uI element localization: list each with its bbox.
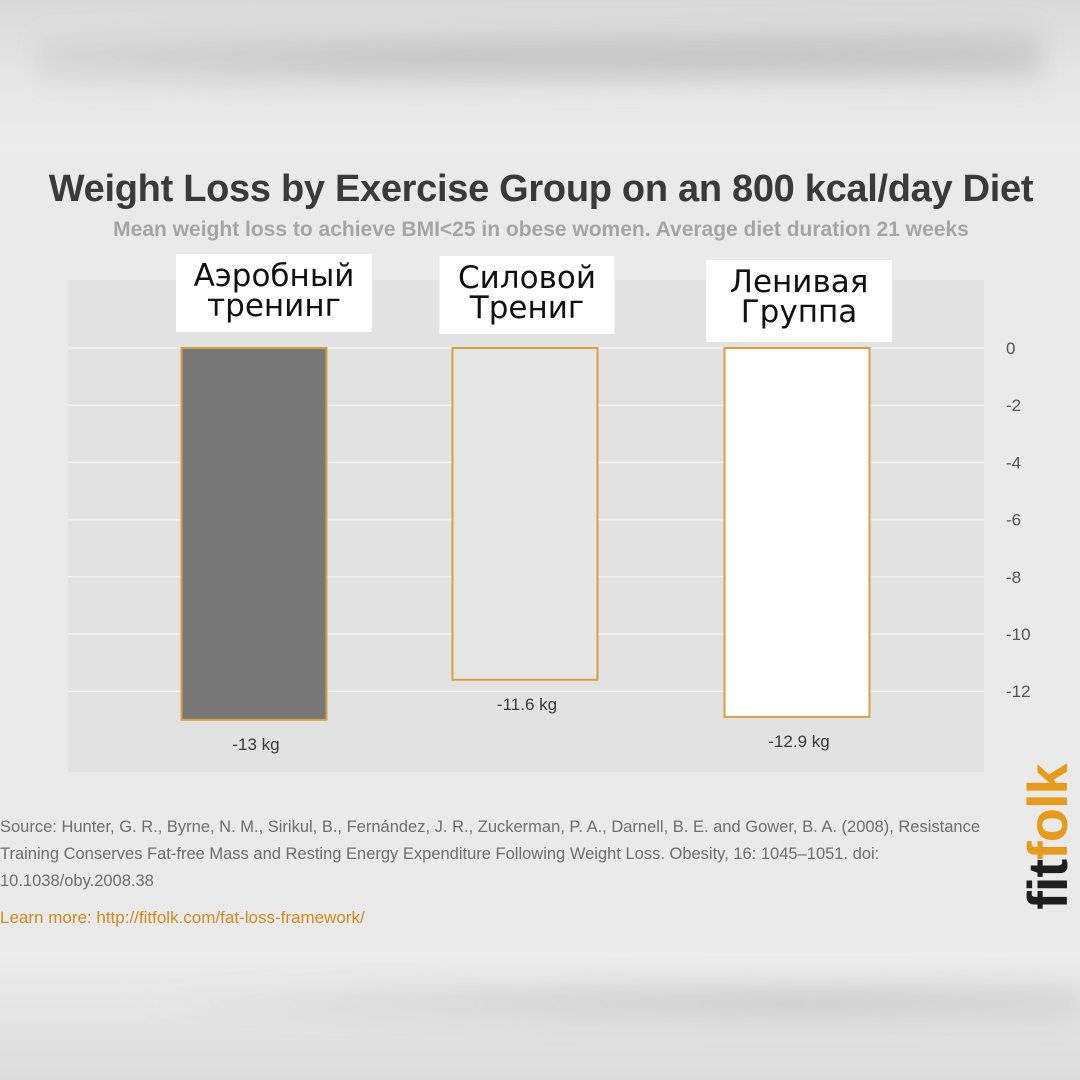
- chart-subtitle: Mean weight loss to achieve BMI<25 in ob…: [113, 218, 969, 241]
- y-tick-label: -2: [1006, 396, 1021, 415]
- category-label-box: [706, 260, 892, 342]
- y-tick-label: -12: [1006, 682, 1031, 701]
- bar: [723, 347, 871, 718]
- bar: [180, 347, 328, 721]
- logo-text-folk: folk: [1016, 764, 1079, 860]
- category-label: Ленивая: [730, 264, 869, 300]
- category-label: Аэробный: [194, 258, 355, 294]
- chart-title: Weight Loss by Exercise Group on an 800 …: [48, 168, 1034, 210]
- blurred-background-bottom: [0, 952, 1080, 1080]
- source-citation: Source: Hunter, G. R., Byrne, N. M., Sir…: [0, 818, 981, 890]
- y-tick-label: 0: [1006, 339, 1015, 358]
- bar-value-label: -13 kg: [232, 735, 279, 754]
- category-label-box: [439, 256, 615, 334]
- fitfolk-logo: fitfolk: [1014, 732, 1080, 942]
- blurred-background-top: [0, 0, 1080, 152]
- chart-card: Weight Loss by Exercise Group on an 800 …: [0, 152, 1080, 952]
- bar-value-label: -12.9 kg: [768, 732, 829, 751]
- bar-value-label: -11.6 kg: [497, 695, 557, 714]
- logo-text-fit: fit: [1016, 859, 1079, 910]
- y-tick-label: -8: [1006, 568, 1021, 587]
- category-label: тренинг: [207, 288, 341, 324]
- y-tick-label: -4: [1006, 453, 1021, 472]
- learn-more-link[interactable]: Learn more: http://fitfolk.com/fat-loss-…: [0, 908, 365, 927]
- category-label: Трениг: [469, 290, 584, 326]
- category-label: Группа: [741, 294, 857, 330]
- category-label: Силовой: [458, 260, 596, 296]
- bar: [451, 347, 599, 681]
- y-tick-label: -10: [1006, 625, 1031, 644]
- y-tick-label: -6: [1006, 511, 1021, 530]
- category-label-box: [176, 254, 372, 332]
